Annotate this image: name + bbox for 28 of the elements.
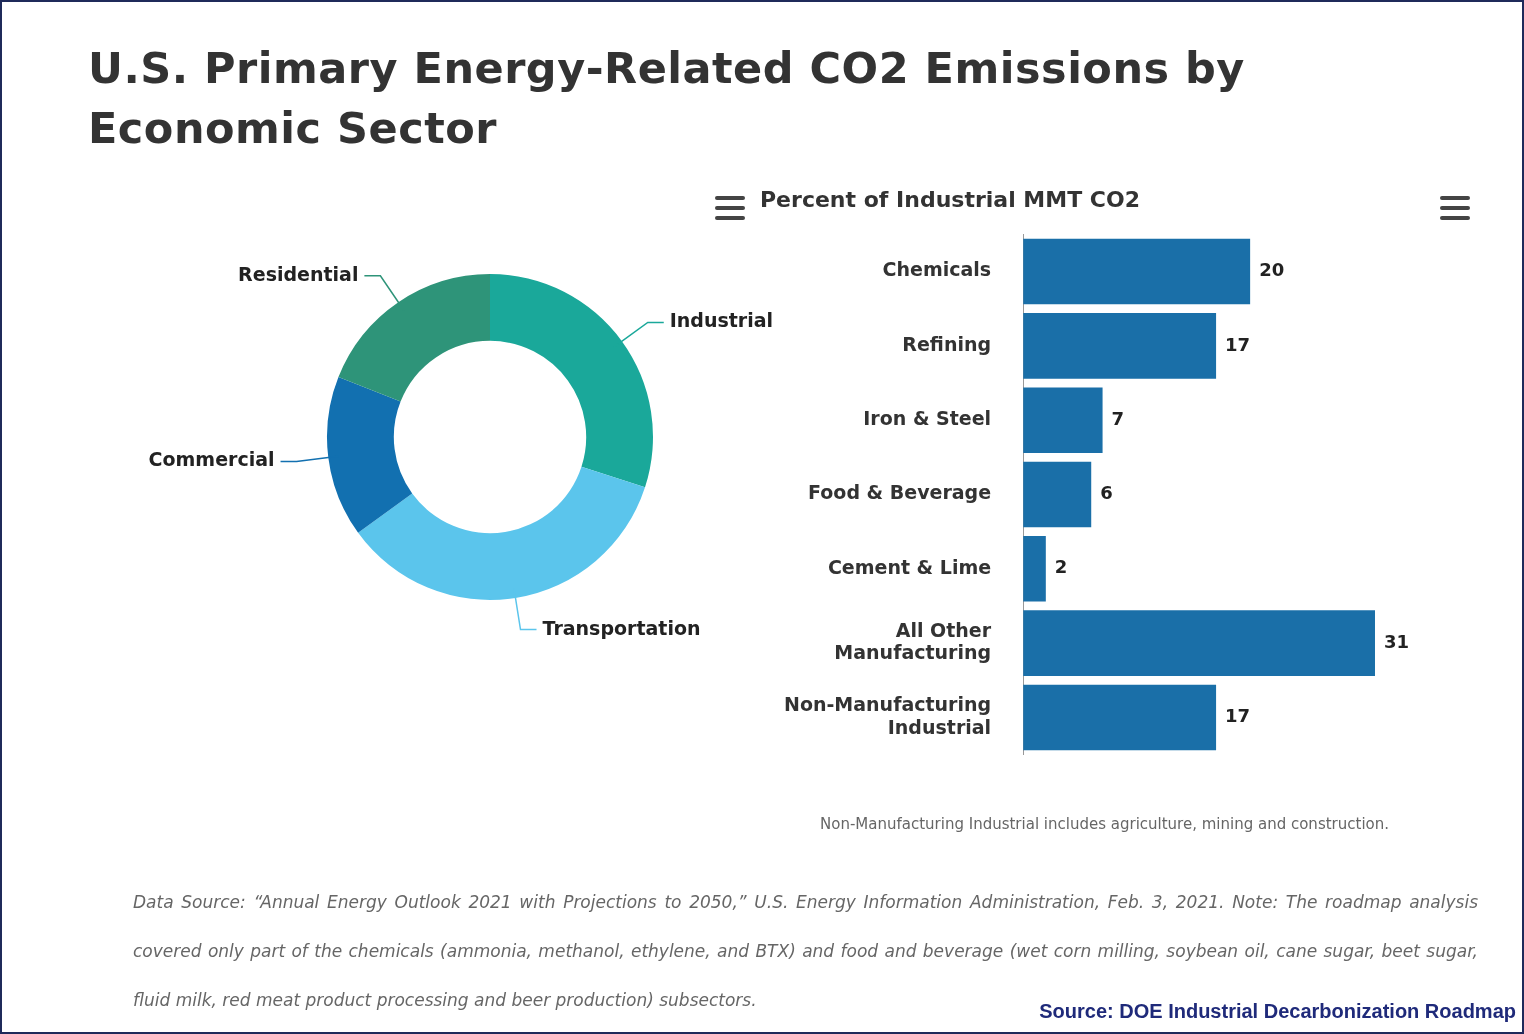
bar <box>1023 313 1217 379</box>
bar <box>1023 536 1046 602</box>
y-tick-label: Chemicals <box>882 258 992 281</box>
chart-title: Percent of Industrial MMT CO2 <box>760 186 1140 212</box>
data-label: 20 <box>1259 259 1285 281</box>
slice-label: Transportation <box>542 616 701 639</box>
y-tick-label: Refining <box>902 332 992 355</box>
bar <box>1023 461 1092 528</box>
data-label: 7 <box>1111 407 1125 429</box>
bar <box>1023 610 1375 676</box>
slice-label: Commercial <box>148 448 275 471</box>
data-label: 31 <box>1383 630 1410 652</box>
data-label: 17 <box>1225 705 1251 727</box>
bar <box>1023 684 1217 751</box>
bar <box>1023 387 1103 453</box>
bar <box>1023 238 1251 305</box>
chart-title: U.S. Primary Energy-Related CO2 Emissions by Economic Sector <box>88 42 1246 155</box>
data-label: 6 <box>1100 482 1113 504</box>
data-label: 17 <box>1225 333 1251 355</box>
y-tick-label: All Other Manufacturing <box>834 618 992 664</box>
slice-label: Industrial <box>669 309 774 332</box>
text: Non-Manufacturing Industrial includes agriculture, mining and construction. <box>820 815 1389 833</box>
y-tick-label: Non-Manufacturing Industrial <box>783 692 992 738</box>
y-tick-label: Iron & Steel <box>863 407 992 430</box>
slice-label: Residential <box>238 262 359 285</box>
y-tick-label: Cement & Lime <box>827 555 992 578</box>
y-tick-label: Food & Beverage <box>808 481 992 504</box>
data-label: 2 <box>1054 556 1068 578</box>
